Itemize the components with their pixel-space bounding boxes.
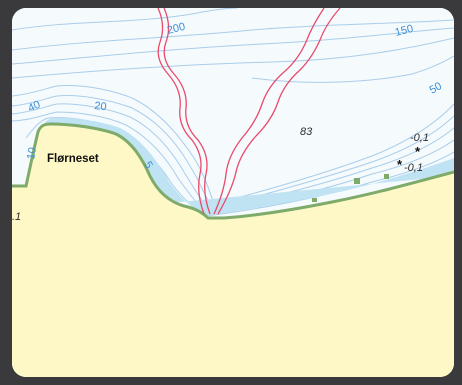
map-viewport[interactable]: 200 150 50 40 20 10 5 83 -0,1 -0,1 * * F… — [12, 8, 454, 377]
svg-text:*: * — [397, 157, 403, 172]
spot-depths: 83 -0,1 -0,1 — [300, 126, 429, 174]
cable-line — [157, 8, 205, 215]
svg-text:*: * — [415, 144, 421, 159]
spot-depth-minus-0-1: -0,1 — [404, 162, 423, 174]
depth-contours — [12, 8, 454, 217]
cable-lines — [157, 8, 341, 215]
depth-contour-line — [251, 55, 454, 83]
shoreline-rocks — [312, 174, 389, 202]
depth-label-10: 10 — [25, 146, 39, 160]
land-area — [12, 124, 454, 377]
depth-label-50: 50 — [428, 80, 445, 97]
place-name-label: Flørneset — [47, 153, 99, 165]
shoreline — [12, 122, 454, 220]
depth-contour-line — [12, 103, 454, 212]
rock-awash-icon: * — [415, 144, 421, 159]
cable-line — [163, 8, 211, 215]
depth-label-20: 20 — [94, 100, 107, 113]
depth-contour-line — [12, 37, 454, 79]
depth-label-200: 200 — [166, 21, 187, 37]
depth-contour-line — [25, 117, 454, 217]
depth-label-40: 40 — [26, 99, 42, 115]
depth-contour-line — [12, 85, 454, 205]
rock-awash-icon: * — [397, 157, 403, 172]
depth-labels: 200 150 50 40 20 10 5 — [25, 21, 444, 171]
edge-label: .1 — [12, 211, 21, 223]
nautical-chart[interactable]: 200 150 50 40 20 10 5 83 -0,1 -0,1 * * F… — [12, 8, 454, 377]
depth-label-150: 150 — [394, 23, 415, 39]
depth-contour-line — [12, 8, 238, 31]
cable-line — [213, 8, 325, 215]
depth-contour-line — [12, 111, 454, 215]
depth-contour-line — [12, 19, 454, 51]
spot-depth-minus-0-1: -0,1 — [410, 132, 429, 144]
depth-contour-line — [12, 95, 454, 209]
spot-depth-83: 83 — [300, 126, 313, 138]
depth-label-5: 5 — [141, 160, 154, 171]
depth-contour-line — [12, 27, 454, 65]
cable-line — [217, 8, 341, 215]
